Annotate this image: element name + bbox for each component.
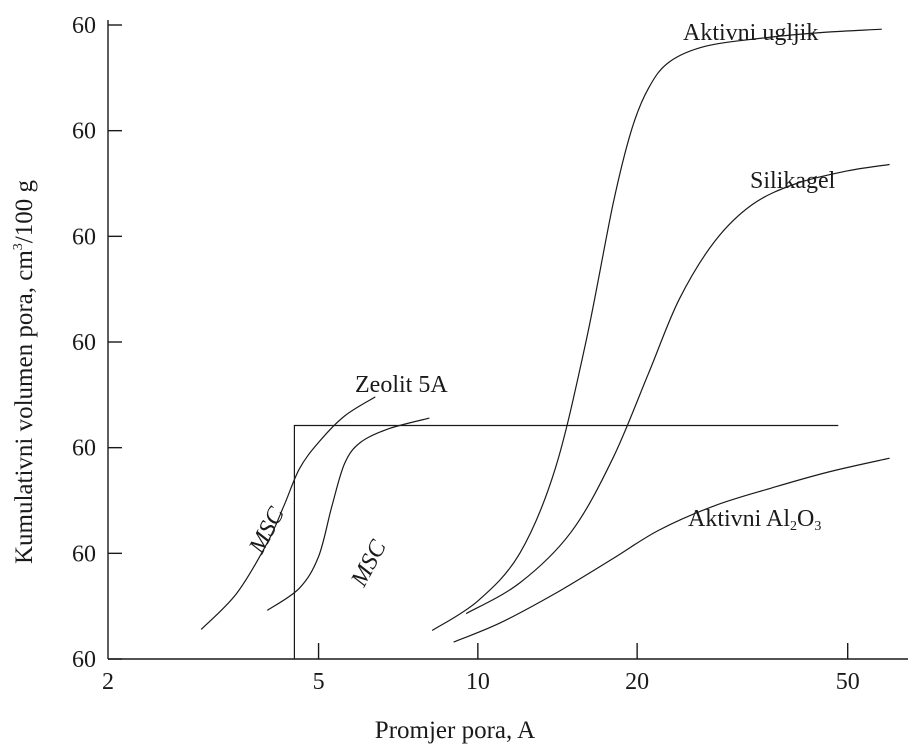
label-msc-1: MSC xyxy=(244,502,290,558)
series-labels: Aktivni ugljik Silikagel Zeolit 5A Aktiv… xyxy=(244,20,836,592)
y-axis-title-tail: /100 g xyxy=(11,179,38,243)
y-tick-label: 60 xyxy=(72,13,96,39)
label-al2o3-sub1: 2 xyxy=(790,519,797,534)
label-al2o3-mid: O xyxy=(797,506,814,532)
curve-zeolit-5a xyxy=(293,424,839,659)
y-tick-label: 60 xyxy=(72,647,96,673)
x-axis-title: Promjer pora, A xyxy=(375,717,535,744)
y-axis-title-sup: 3 xyxy=(11,243,26,250)
label-msc-2: MSC xyxy=(346,535,392,591)
curve-msc-1 xyxy=(200,396,376,630)
x-tick-label: 2 xyxy=(102,669,114,695)
label-aktivni-ugljik: Aktivni ugljik xyxy=(683,20,818,46)
curve-aktivni-ugljik xyxy=(431,28,882,632)
x-tick-label: 5 xyxy=(313,669,325,695)
y-axis-ticks: 60 60 60 60 60 60 60 xyxy=(72,13,122,673)
series-curves xyxy=(200,28,890,659)
x-tick-label: 50 xyxy=(836,669,860,695)
label-al2o3-sub2: 3 xyxy=(814,519,821,534)
y-tick-label: 60 xyxy=(72,330,96,356)
y-tick-label: 60 xyxy=(72,224,96,250)
x-tick-label: 10 xyxy=(466,669,490,695)
axes xyxy=(107,20,908,660)
y-tick-label: 60 xyxy=(72,436,96,462)
curve-msc-2 xyxy=(266,417,430,611)
label-al2o3-main: Aktivni Al xyxy=(688,506,790,532)
y-axis-title-main: Kumulativni volumen pora, cm xyxy=(11,250,38,564)
x-tick-label: 20 xyxy=(625,669,649,695)
y-tick-label: 60 xyxy=(72,119,96,145)
curve-aktivni-al2o3 xyxy=(453,457,890,643)
x-axis-ticks: 2 5 10 20 50 xyxy=(102,643,860,695)
label-zeolit-5a: Zeolit 5A xyxy=(355,372,448,398)
label-silikagel: Silikagel xyxy=(750,168,836,194)
curve-silikagel xyxy=(465,163,890,615)
y-axis-title: Kumulativni volumen pora, cm3/100 g xyxy=(11,179,38,564)
y-tick-label: 60 xyxy=(72,541,96,567)
label-aktivni-al2o3: Aktivni Al2O3 xyxy=(688,506,821,534)
